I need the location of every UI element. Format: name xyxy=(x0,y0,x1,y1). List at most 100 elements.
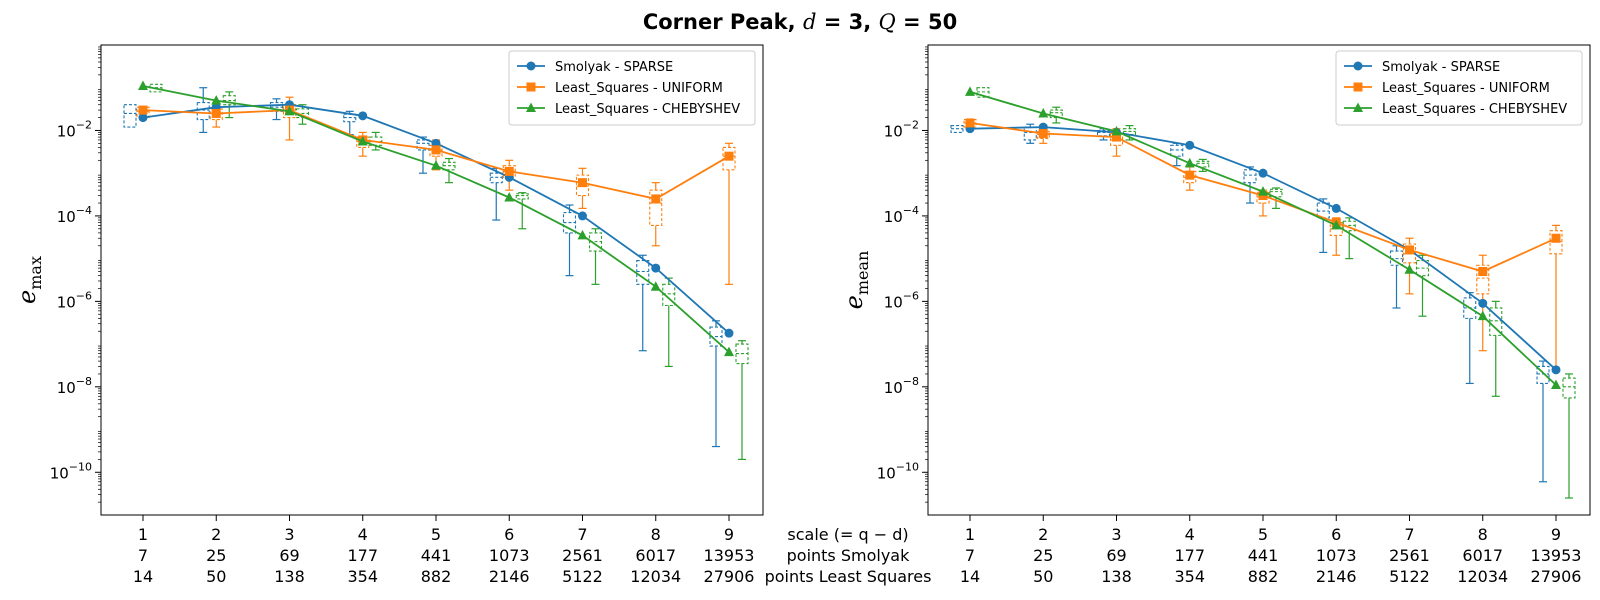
x-tick-label-scale: 9 xyxy=(1551,525,1561,544)
legend-marker xyxy=(526,82,536,92)
legend-marker xyxy=(1353,82,1363,92)
y-tick-label: 10−2 xyxy=(57,118,92,140)
data-point xyxy=(138,113,148,123)
x-tick-label-points-smolyak: 177 xyxy=(1174,546,1205,565)
data-point xyxy=(651,263,661,273)
x-tick-label-scale: 6 xyxy=(1331,525,1341,544)
x-tick-label-points-least-squares: 12034 xyxy=(630,567,681,586)
x-tick-label-scale: 7 xyxy=(1404,525,1414,544)
data-point xyxy=(650,281,661,291)
x-tick-label-points-smolyak: 2561 xyxy=(562,546,603,565)
data-point xyxy=(1038,107,1049,118)
x-tick-label-points-smolyak: 7 xyxy=(138,546,148,565)
data-point xyxy=(1551,379,1561,390)
x-tick-label-scale: 1 xyxy=(965,525,975,544)
x-tick-label-scale: 2 xyxy=(1038,525,1048,544)
data-point xyxy=(1478,266,1488,276)
data-point xyxy=(578,211,587,221)
data-point xyxy=(724,328,734,338)
x-tick-label-points-least-squares: 27906 xyxy=(1531,567,1582,586)
x-tick-label-points-smolyak: 69 xyxy=(1106,546,1126,565)
y-tick-label: 10−8 xyxy=(884,375,919,397)
box-body xyxy=(416,139,430,151)
x-tick-label-points-least-squares: 50 xyxy=(1033,567,1053,586)
data-point xyxy=(1112,132,1121,142)
data-point xyxy=(965,118,975,128)
data-point xyxy=(1258,168,1268,178)
data-point xyxy=(504,191,515,202)
x-tick-label-points-least-squares: 354 xyxy=(347,567,378,586)
x-tick-label-points-smolyak: 1073 xyxy=(489,546,530,565)
x-tick-label-scale: 3 xyxy=(284,525,294,544)
x-tick-label-points-smolyak: 7 xyxy=(965,546,975,565)
x-tick-label-points-smolyak: 177 xyxy=(347,546,378,565)
x-tick-label-points-smolyak: 25 xyxy=(1033,546,1053,565)
data-point xyxy=(211,95,222,105)
y-tick-label: 10−10 xyxy=(50,460,92,482)
mean-error-plot: 10−210−410−610−810−10emean17142255036913… xyxy=(840,44,1591,586)
x-tick-label-points-least-squares: 5122 xyxy=(562,567,603,586)
legend-label: Smolyak - SPARSE xyxy=(1382,60,1500,75)
data-point xyxy=(724,346,734,357)
x-tick-label-points-least-squares: 5122 xyxy=(1389,567,1430,586)
x-tick-label-points-smolyak: 13953 xyxy=(1531,546,1582,565)
data-point xyxy=(1331,203,1341,213)
data-point xyxy=(1551,365,1561,375)
y-tick-label: 10−10 xyxy=(877,460,919,482)
y-tick-label: 10−6 xyxy=(884,289,919,311)
data-point xyxy=(578,178,587,188)
x-tick-label-scale: 2 xyxy=(211,525,221,544)
box-body xyxy=(1476,264,1490,295)
x-tick-label-points-smolyak: 25 xyxy=(206,546,226,565)
x-tick-label-points-least-squares: 27906 xyxy=(704,567,755,586)
legend-label: Least_Squares - UNIFORM xyxy=(555,81,723,96)
data-point xyxy=(1258,186,1268,196)
legend-marker xyxy=(526,102,536,112)
x-tick-label-points-smolyak: 441 xyxy=(421,546,452,565)
box-body xyxy=(1023,126,1037,141)
legend-box xyxy=(1335,50,1583,126)
x-tick-label-scale: 4 xyxy=(358,525,368,544)
box-body xyxy=(1196,160,1210,168)
data-point xyxy=(1185,140,1195,150)
x-tick-label-scale: 6 xyxy=(504,525,514,544)
box-body xyxy=(662,283,676,307)
x-tick-label-points-least-squares: 14 xyxy=(133,567,153,586)
data-point xyxy=(284,105,295,116)
x-tick-label-points-smolyak: 6017 xyxy=(1462,546,1503,565)
x-tick-label-scale: 5 xyxy=(431,525,441,544)
data-point xyxy=(1111,125,1122,136)
box-body xyxy=(515,193,529,200)
data-point xyxy=(1478,298,1488,308)
x-tick-label-points-least-squares: 882 xyxy=(421,567,452,586)
x-tick-label-scale: 8 xyxy=(1478,525,1488,544)
plot-frame xyxy=(927,44,1591,516)
box-body xyxy=(489,172,503,184)
chart-title: Corner Peak, d = 3, Q = 50 xyxy=(643,10,957,34)
scale-row-label: scale (= q − d) xyxy=(787,525,908,544)
x-tick-label-points-least-squares: 12034 xyxy=(1457,567,1508,586)
data-point xyxy=(504,166,514,176)
x-tick-label-points-least-squares: 2146 xyxy=(1316,567,1357,586)
x-tick-label-scale: 1 xyxy=(138,525,148,544)
y-tick-label: 10−4 xyxy=(884,204,919,226)
box-body xyxy=(1562,377,1576,399)
data-point xyxy=(1184,157,1195,168)
x-tick-label-points-least-squares: 138 xyxy=(1101,567,1132,586)
data-point xyxy=(1038,128,1048,138)
series-line xyxy=(969,126,1557,371)
points-smolyak-row-label: points Smolyak xyxy=(787,546,910,565)
y-axis-label: emean xyxy=(840,251,872,310)
series-line xyxy=(142,85,730,353)
box-body xyxy=(575,174,590,197)
box-body xyxy=(636,260,650,285)
data-point xyxy=(211,108,221,118)
x-tick-label-points-smolyak: 6017 xyxy=(635,546,676,565)
data-point xyxy=(724,151,734,161)
x-tick-label-points-smolyak: 69 xyxy=(279,546,299,565)
legend-label: Least_Squares - UNIFORM xyxy=(1382,81,1550,96)
x-axis-table: scale (= q − d) points Smolyak points Le… xyxy=(765,525,932,586)
data-point xyxy=(651,194,661,204)
box-body xyxy=(123,104,137,128)
data-point xyxy=(431,145,441,155)
